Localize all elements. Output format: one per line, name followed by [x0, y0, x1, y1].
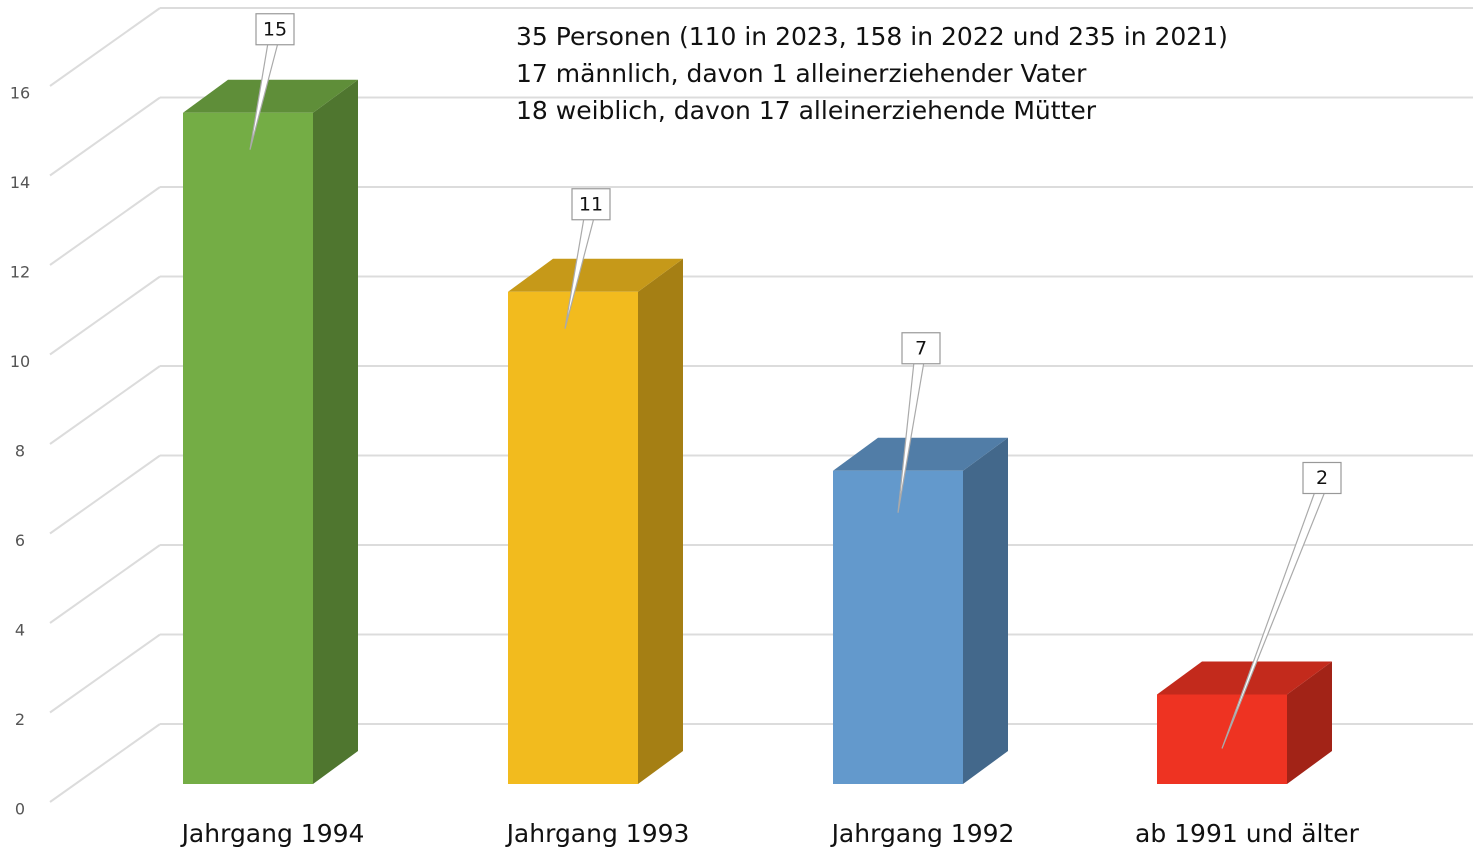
annotation: 18 weiblich, davon 17 alleinerziehende M… [516, 96, 1097, 125]
grid-line [49, 96, 161, 177]
y-tick-label: 16 [10, 84, 30, 103]
y-tick-label: 0 [15, 800, 25, 819]
bar-top [508, 258, 683, 292]
y-tick-label: 2 [15, 710, 25, 729]
grid-line [49, 7, 161, 87]
x-tick-label: Jahrgang 1992 [830, 819, 1015, 848]
annotation: 17 männlich, davon 1 alleinerziehender V… [516, 59, 1087, 88]
y-tick-label: 14 [10, 173, 30, 192]
bar-top [1157, 661, 1332, 695]
bar [833, 437, 1008, 784]
value-label: 15 [263, 18, 287, 40]
x-tick-label: Jahrgang 1993 [505, 819, 690, 848]
bar [183, 79, 358, 784]
grid-line [49, 723, 161, 803]
bar [508, 258, 683, 784]
x-tick-label: Jahrgang 1994 [180, 819, 365, 848]
grid-line [49, 454, 161, 535]
grid-line [49, 186, 161, 266]
label-box [901, 332, 941, 365]
value-label: 2 [1316, 467, 1328, 489]
bar-front [833, 470, 963, 784]
value-label: 11 [579, 193, 603, 215]
y-tick-label: 6 [15, 531, 25, 550]
annotation: 35 Personen (110 in 2023, 158 in 2022 un… [516, 22, 1228, 51]
x-tick-label: ab 1991 und älter [1135, 819, 1360, 848]
bar-front [1157, 694, 1287, 784]
y-tick-label: 8 [15, 442, 25, 461]
y-tick-label: 4 [15, 621, 25, 640]
bar-side [963, 437, 1008, 784]
label-box [255, 13, 295, 46]
grid-line [49, 365, 161, 445]
label-box [1302, 461, 1342, 495]
bar-side [1287, 661, 1332, 784]
bar-top [833, 437, 1008, 471]
y-tick-label: 12 [10, 263, 30, 282]
bar-side [313, 79, 358, 784]
bar [1157, 661, 1332, 784]
value-label: 7 [915, 337, 927, 359]
y-tick-label: 10 [10, 352, 30, 371]
grid-line [49, 544, 161, 624]
bar-front [508, 291, 638, 784]
grid-line [49, 633, 161, 714]
bar-top [183, 79, 358, 113]
bar-front [183, 112, 313, 784]
grid-line [49, 275, 161, 356]
bar-side [638, 258, 683, 784]
label-box [571, 188, 611, 221]
